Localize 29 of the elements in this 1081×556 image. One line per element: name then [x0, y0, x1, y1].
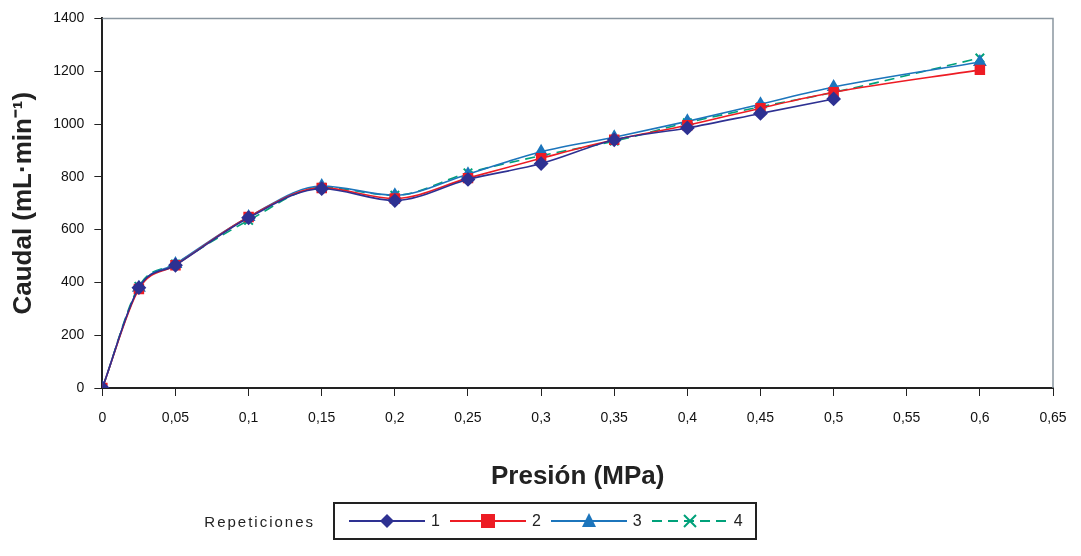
x-tick-label: 0,2 — [385, 409, 405, 426]
x-tick-label: 0,5 — [823, 409, 844, 426]
x-tick-label: 0 — [98, 409, 107, 426]
x-tick-label: 0,05 — [161, 409, 190, 426]
x-tick-label: 0,3 — [531, 409, 552, 426]
x-tick-label: 0,45 — [746, 409, 775, 426]
y-tick-label: 200 — [60, 326, 85, 343]
legend-label: 1 — [431, 512, 440, 530]
y-tick-label: 600 — [60, 220, 85, 237]
x-tick-label: 0,65 — [1039, 409, 1067, 426]
x-tick-label: 0,25 — [454, 409, 482, 426]
x-tick-label: 0,55 — [893, 409, 921, 426]
x-tick-label: 0,15 — [308, 409, 336, 426]
y-tick-label: 1400 — [53, 9, 85, 26]
y-axis-title: Caudal (mL·min⁻¹) — [6, 91, 37, 315]
x-tick-label: 0,4 — [677, 409, 698, 426]
legend-label: 3 — [632, 512, 642, 530]
y-tick-label: 400 — [60, 273, 85, 290]
y-tick-label: 800 — [60, 167, 85, 184]
legend-label: 2 — [531, 512, 541, 530]
legend-title: Repeticiones — [204, 512, 316, 530]
x-axis-title: Presión (MPa) — [490, 459, 665, 490]
legend-label: 4 — [733, 512, 743, 530]
x-tick-label: 0,1 — [238, 409, 259, 426]
y-tick-label: 1000 — [53, 114, 85, 131]
y-tick-label: 1200 — [53, 62, 85, 79]
y-tick-label: 0 — [76, 378, 85, 395]
x-tick-label: 0,35 — [600, 409, 629, 426]
x-tick-label: 0,6 — [970, 409, 990, 426]
